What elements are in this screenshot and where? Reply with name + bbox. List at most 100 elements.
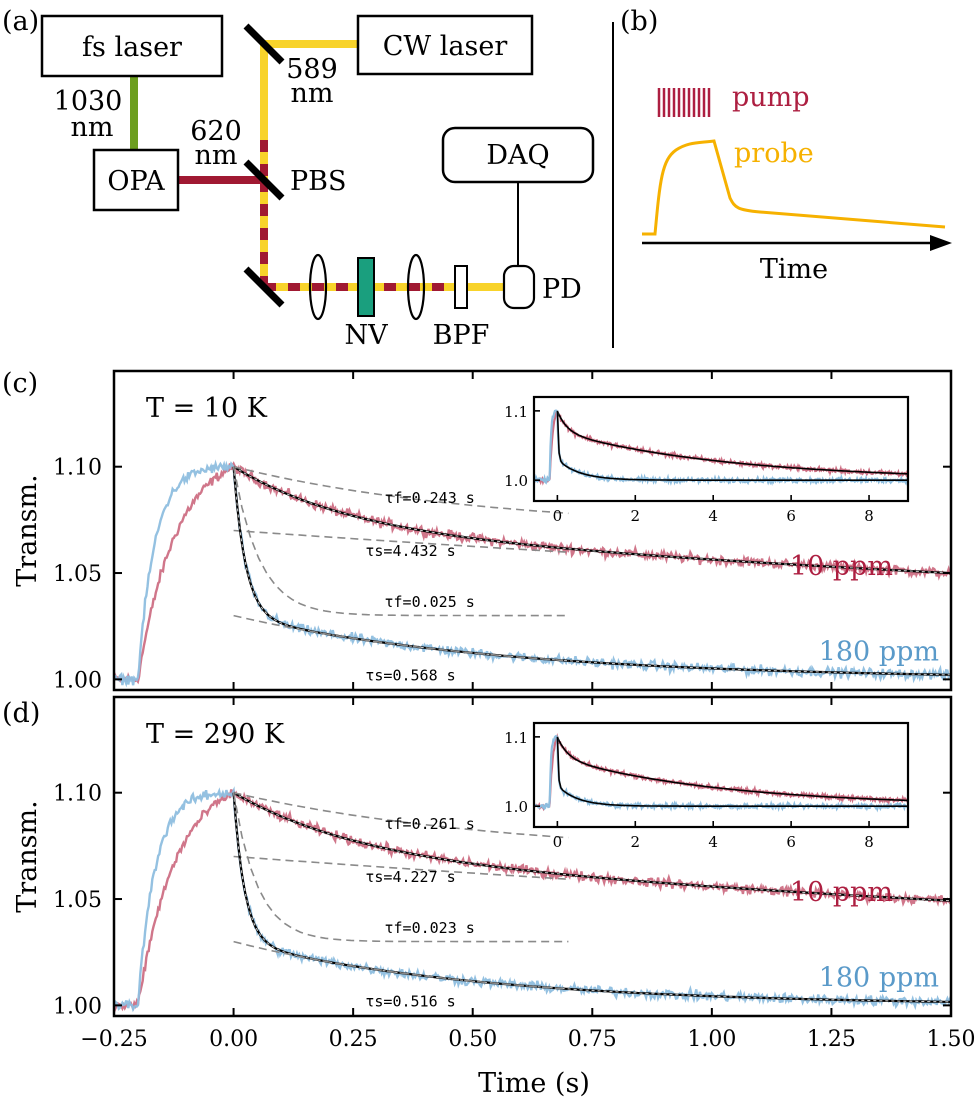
pump-label: pump bbox=[732, 82, 810, 113]
slow-asymptote-line bbox=[233, 529, 569, 553]
bpf-filter bbox=[454, 265, 468, 309]
x-tick-label: 0.50 bbox=[448, 1027, 497, 1052]
panel-label-a: (a) bbox=[2, 6, 39, 37]
series-label-180ppm: 180 ppm bbox=[819, 963, 939, 994]
tau-annotation: τf=0.261 s bbox=[385, 815, 475, 833]
y-tick-label: 1.10 bbox=[53, 782, 102, 807]
tau-annotation: τf=0.243 s bbox=[385, 489, 475, 507]
x-tick-label: 0.00 bbox=[209, 1027, 258, 1052]
inset-x-tick-label: 8 bbox=[864, 507, 874, 525]
slow-asymptote-line bbox=[233, 940, 569, 990]
y-tick-label: 1.00 bbox=[53, 668, 102, 693]
photodiode bbox=[502, 264, 536, 310]
temperature-label: T = 10 K bbox=[146, 393, 268, 424]
y-tick-label: 1.00 bbox=[53, 994, 102, 1019]
y-tick-label: 1.05 bbox=[53, 888, 102, 913]
time-axis-arrow-icon bbox=[930, 235, 952, 251]
series-label-180ppm: 180 ppm bbox=[819, 637, 939, 668]
x-tick-label: 1.50 bbox=[927, 1027, 976, 1052]
wl-620-unit: nm bbox=[195, 140, 238, 171]
panel-label-c: (c) bbox=[2, 368, 38, 399]
slow-asymptote-line bbox=[233, 855, 569, 880]
inset-background bbox=[534, 723, 908, 827]
tau-annotation: τs=4.432 s bbox=[365, 542, 455, 560]
fit-line bbox=[233, 465, 951, 575]
fast-asymptote-line bbox=[232, 466, 569, 617]
nv-sample bbox=[357, 257, 375, 317]
lens-2 bbox=[406, 253, 426, 321]
pbs-element bbox=[243, 159, 285, 201]
inset-y-tick-label: 1.1 bbox=[504, 729, 528, 747]
inset-plot: 0 2 4 6 8 1.0 1.1 bbox=[504, 721, 910, 851]
plot-frame bbox=[112, 369, 953, 692]
inset-x-tick-label: 0 bbox=[553, 507, 563, 525]
inset-x-tick-label: 2 bbox=[631, 507, 641, 525]
fit-line bbox=[233, 791, 951, 902]
wl-589: 589 bbox=[286, 54, 338, 85]
temperature-label: T = 290 K bbox=[146, 719, 285, 750]
bpf-label: BPF bbox=[433, 320, 490, 351]
y-tick-label: 1.05 bbox=[53, 562, 102, 587]
fs-laser-box bbox=[40, 14, 224, 78]
panel-label-b: (b) bbox=[620, 6, 658, 37]
tau-annotation: τs=0.568 s bbox=[365, 666, 455, 684]
inset-y-tick-label: 1.0 bbox=[504, 798, 528, 816]
pump-pulse-train bbox=[657, 88, 711, 117]
tau-annotation: τf=0.025 s bbox=[385, 593, 475, 611]
y-tick-label: 1.10 bbox=[53, 456, 102, 481]
daq-label: DAQ bbox=[486, 140, 549, 171]
inset-fit-line bbox=[556, 736, 908, 802]
time-axis-label: Time bbox=[760, 254, 828, 285]
tau-annotation: τs=4.227 s bbox=[365, 868, 455, 886]
tau-annotation: τs=0.516 s bbox=[365, 992, 455, 1010]
inset-fit-line bbox=[556, 410, 908, 481]
panel-label-d: (d) bbox=[2, 698, 40, 729]
x-tick-label: 0.25 bbox=[329, 1027, 378, 1052]
inset-y-tick-label: 1.1 bbox=[504, 403, 528, 421]
wl-589-unit: nm bbox=[291, 78, 334, 109]
wl-1030: 1030 bbox=[54, 86, 123, 117]
inset-x-tick-label: 6 bbox=[786, 833, 796, 851]
pbs-label: PBS bbox=[290, 166, 347, 197]
inset-x-tick-label: 4 bbox=[708, 507, 718, 525]
fast-asymptote-line bbox=[232, 792, 569, 943]
slow-asymptote-line bbox=[233, 614, 569, 662]
fast-asymptote-line bbox=[233, 791, 569, 839]
plot-frame bbox=[112, 695, 953, 1018]
plot-panel-d: 1.001.051.10−0.25 0.00 0.25 0.50 0.75 1.00 1.2… bbox=[12, 695, 976, 1052]
cw-laser-box bbox=[356, 14, 534, 76]
inset-frame bbox=[532, 721, 910, 829]
inset-x-tick-label: 2 bbox=[631, 833, 641, 851]
opa-box bbox=[92, 148, 180, 212]
probe-label: probe bbox=[734, 138, 814, 169]
inset-plot: 0 2 4 6 8 1.0 1.1 bbox=[504, 395, 910, 525]
inset-x-tick-label: 4 bbox=[708, 833, 718, 851]
series-label-10ppm: 10 ppm bbox=[790, 551, 893, 582]
inset-x-tick-label: 6 bbox=[786, 507, 796, 525]
pd-label: PD bbox=[542, 274, 582, 305]
inset-frame bbox=[532, 395, 910, 503]
lens-1 bbox=[308, 253, 328, 321]
x-axis-label: Time (s) bbox=[478, 1068, 590, 1099]
x-tick-label: −0.25 bbox=[80, 1027, 147, 1052]
plot-area bbox=[114, 459, 951, 688]
mirror-bottom bbox=[243, 266, 285, 308]
inset-y-tick-label: 1.0 bbox=[504, 472, 528, 490]
probe-trace bbox=[642, 139, 946, 236]
inset-fit-line bbox=[556, 736, 908, 807]
series-label-10ppm: 10 ppm bbox=[790, 877, 893, 908]
fast-asymptote-line bbox=[233, 465, 569, 515]
inset-background bbox=[534, 397, 908, 501]
fs-laser-label: fs laser bbox=[82, 32, 182, 63]
inset-x-tick-label: 0 bbox=[553, 833, 563, 851]
cw-laser-label: CW laser bbox=[383, 31, 508, 62]
y-axis-label: Transm. bbox=[12, 800, 43, 912]
x-tick-label: 1.00 bbox=[687, 1027, 736, 1052]
tau-annotation: τf=0.023 s bbox=[385, 919, 475, 937]
x-tick-label: 1.25 bbox=[807, 1027, 856, 1052]
inset-x-tick-label: 8 bbox=[864, 833, 874, 851]
plot-area bbox=[114, 786, 951, 1014]
mirror-top bbox=[243, 23, 285, 65]
